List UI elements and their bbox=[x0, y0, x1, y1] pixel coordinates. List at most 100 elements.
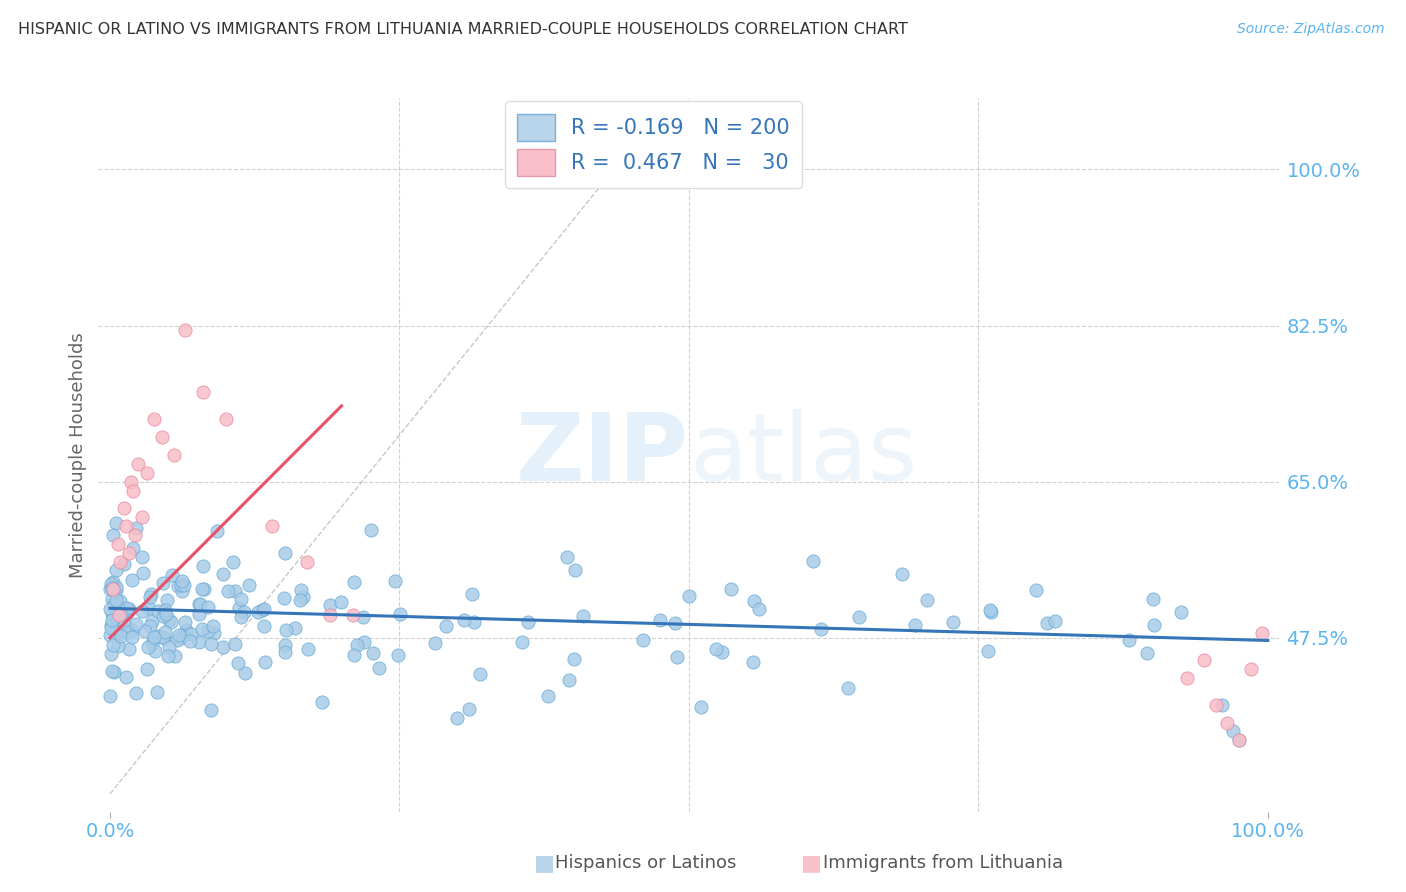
Point bbox=[689, 700, 711, 714]
Point bbox=[105, 592, 128, 607]
Y-axis label: Married-couple Households: Married-couple Households bbox=[69, 332, 87, 578]
Point bbox=[217, 583, 239, 598]
Point bbox=[212, 640, 235, 655]
Point bbox=[188, 634, 211, 648]
Text: ■: ■ bbox=[534, 854, 555, 873]
Point bbox=[160, 568, 183, 582]
Point bbox=[121, 630, 143, 644]
Point bbox=[742, 655, 765, 669]
Point bbox=[124, 528, 146, 542]
Point bbox=[262, 519, 284, 533]
Point bbox=[343, 575, 366, 590]
Point bbox=[191, 582, 214, 596]
Point bbox=[139, 619, 162, 633]
Point bbox=[222, 555, 245, 569]
Point bbox=[564, 563, 586, 577]
Point bbox=[254, 655, 277, 669]
Point bbox=[100, 577, 122, 591]
Point bbox=[360, 523, 382, 537]
Point bbox=[136, 640, 159, 654]
Point bbox=[446, 711, 468, 725]
Point bbox=[201, 619, 224, 633]
Point bbox=[188, 607, 211, 621]
Point bbox=[141, 636, 163, 650]
Point bbox=[1251, 626, 1274, 640]
Point bbox=[118, 642, 141, 657]
Point bbox=[205, 524, 228, 539]
Point bbox=[125, 686, 148, 700]
Point bbox=[100, 621, 122, 635]
Point bbox=[166, 579, 188, 593]
Point bbox=[423, 636, 446, 650]
Point bbox=[131, 510, 153, 524]
Point bbox=[193, 559, 215, 574]
Point bbox=[342, 608, 364, 623]
Text: HISPANIC OR LATINO VS IMMIGRANTS FROM LITHUANIA MARRIED-COUPLE HOUSEHOLDS CORREL: HISPANIC OR LATINO VS IMMIGRANTS FROM LI… bbox=[18, 22, 908, 37]
Point bbox=[238, 578, 260, 592]
Point bbox=[224, 637, 246, 651]
Text: atlas: atlas bbox=[689, 409, 917, 501]
Point bbox=[252, 602, 274, 616]
Point bbox=[250, 603, 273, 617]
Point bbox=[127, 457, 149, 471]
Point bbox=[1192, 653, 1215, 667]
Point bbox=[458, 702, 481, 716]
Point bbox=[104, 580, 127, 594]
Point bbox=[131, 566, 153, 581]
Point bbox=[112, 501, 135, 516]
Point bbox=[200, 703, 222, 717]
Point bbox=[107, 600, 129, 615]
Point bbox=[125, 521, 148, 535]
Point bbox=[134, 624, 156, 638]
Point bbox=[329, 595, 352, 609]
Point bbox=[1036, 615, 1059, 630]
Point bbox=[105, 516, 128, 530]
Point bbox=[562, 652, 585, 666]
Point bbox=[98, 601, 121, 615]
Point bbox=[141, 615, 163, 629]
Point bbox=[157, 648, 180, 663]
Point bbox=[100, 582, 122, 597]
Point bbox=[352, 610, 374, 624]
Point bbox=[160, 615, 183, 630]
Point bbox=[138, 591, 160, 605]
Point bbox=[1136, 646, 1159, 660]
Point bbox=[977, 644, 1000, 658]
Point bbox=[803, 554, 825, 568]
Point bbox=[100, 592, 122, 607]
Point bbox=[537, 689, 560, 703]
Point bbox=[131, 549, 153, 564]
Point bbox=[101, 582, 124, 596]
Point bbox=[1043, 614, 1066, 628]
Point bbox=[108, 608, 131, 623]
Point bbox=[1216, 715, 1239, 730]
Point bbox=[197, 624, 219, 638]
Point bbox=[143, 412, 166, 426]
Point bbox=[152, 608, 174, 623]
Point bbox=[704, 642, 727, 657]
Point bbox=[180, 627, 202, 641]
Point bbox=[101, 574, 124, 589]
Point bbox=[110, 607, 132, 622]
Point bbox=[136, 466, 159, 480]
Point bbox=[1227, 733, 1250, 747]
Point bbox=[153, 632, 176, 646]
Point bbox=[153, 624, 176, 639]
Point bbox=[224, 584, 246, 599]
Point bbox=[273, 591, 295, 605]
Point bbox=[143, 630, 166, 644]
Point bbox=[170, 631, 193, 645]
Point bbox=[148, 629, 170, 643]
Point bbox=[557, 673, 579, 687]
Point bbox=[665, 650, 688, 665]
Point bbox=[246, 605, 269, 619]
Point bbox=[174, 323, 197, 337]
Point bbox=[1222, 724, 1244, 739]
Point bbox=[233, 605, 256, 619]
Point bbox=[434, 619, 457, 633]
Text: ■: ■ bbox=[801, 854, 823, 873]
Point bbox=[146, 685, 169, 699]
Point bbox=[229, 591, 252, 606]
Point bbox=[120, 475, 142, 489]
Point bbox=[172, 629, 194, 643]
